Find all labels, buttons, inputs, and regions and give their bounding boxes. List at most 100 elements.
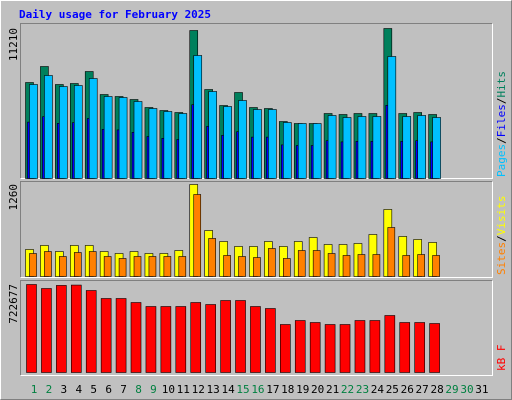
bar [70,284,82,373]
bar [387,227,396,277]
bar [297,250,306,277]
x-tick-label: 18 [281,383,294,396]
bar [369,320,381,373]
bar [387,56,397,179]
legend: Pages/Files/Hits [495,71,508,177]
bar [175,306,187,373]
bar [178,256,187,277]
bar [250,306,261,373]
bar [118,258,127,277]
x-tick-label: 10 [162,383,175,396]
bar [85,290,97,373]
bar [44,251,52,277]
bar [432,255,440,277]
bar [29,84,38,179]
bar [163,256,172,277]
bar [190,302,202,373]
bar [193,194,202,277]
x-tick-label: 12 [192,383,205,396]
chart-title: Daily usage for February 2025 [19,8,211,21]
bar [253,109,262,179]
x-tick-label: 30 [460,383,473,396]
x-tick-label: 27 [416,383,429,396]
bar [178,113,188,179]
x-tick-label: 4 [75,383,82,396]
x-tick-label: 1 [31,383,38,396]
bar [268,248,276,277]
bar [148,108,158,179]
bar [283,122,292,179]
bar [163,111,173,179]
x-tick-label: 5 [90,383,97,396]
bar [100,298,112,373]
bar [432,117,441,179]
bar [342,117,352,179]
legend-entry: Hits [495,71,508,98]
bar [429,323,440,373]
bar [417,254,425,277]
bar [268,109,277,179]
bar [294,320,306,373]
bar [29,253,37,277]
x-tick-label: 11 [177,383,190,396]
x-tick-label: 15 [236,383,249,396]
x-tick-label: 7 [120,383,127,396]
bar [205,304,216,373]
x-tick-label: 17 [266,383,279,396]
bar [327,115,337,179]
x-tick-label: 16 [251,383,264,396]
bar [41,288,52,373]
legend-entry: Sites [495,242,508,275]
x-tick-label: 2 [46,383,53,396]
bar [342,255,351,277]
bar [59,256,67,277]
bar [160,306,172,373]
bar [402,255,411,277]
bar [280,324,291,373]
bar [26,284,37,373]
x-tick-label: 19 [296,383,309,396]
x-tick-label: 8 [135,383,142,396]
legend-entry: Visits [495,196,508,236]
bar [309,322,321,373]
bar [133,256,142,277]
bar [220,300,231,373]
legend-separator: / [495,137,508,144]
x-tick-label: 14 [221,383,235,396]
x-tick-label: 6 [105,383,112,396]
bar [402,116,412,179]
bar [103,256,112,277]
bar [193,55,203,179]
bar [324,324,336,373]
legend: Sites/Visits [495,196,508,276]
x-tick-label: 9 [150,383,157,396]
bar [115,298,127,373]
x-tick-label: 23 [356,383,369,396]
bar [238,256,246,277]
x-tick-label: 31 [475,383,488,396]
x-tick-label: 21 [326,383,339,396]
bar [354,320,366,373]
panel-light [20,181,493,278]
bar [133,101,143,179]
bar [297,123,307,179]
legend: kB F [495,345,508,372]
y-tick-label: 722677 [7,284,20,324]
bar [148,256,157,277]
bar [208,91,217,179]
x-tick-label: 29 [445,383,458,396]
bar [118,97,128,179]
bar [73,252,82,277]
y-tick-label: 1260 [7,184,20,211]
panel-shadow [20,280,493,376]
panel-light [20,280,493,376]
bar [235,300,246,373]
bar [130,302,142,373]
x-tick-label: 26 [401,383,414,396]
x-tick-label: 28 [430,383,443,396]
legend-entry: kB F [495,345,508,372]
bar [88,78,98,179]
x-tick-label: 25 [386,383,399,396]
bar [357,254,366,277]
